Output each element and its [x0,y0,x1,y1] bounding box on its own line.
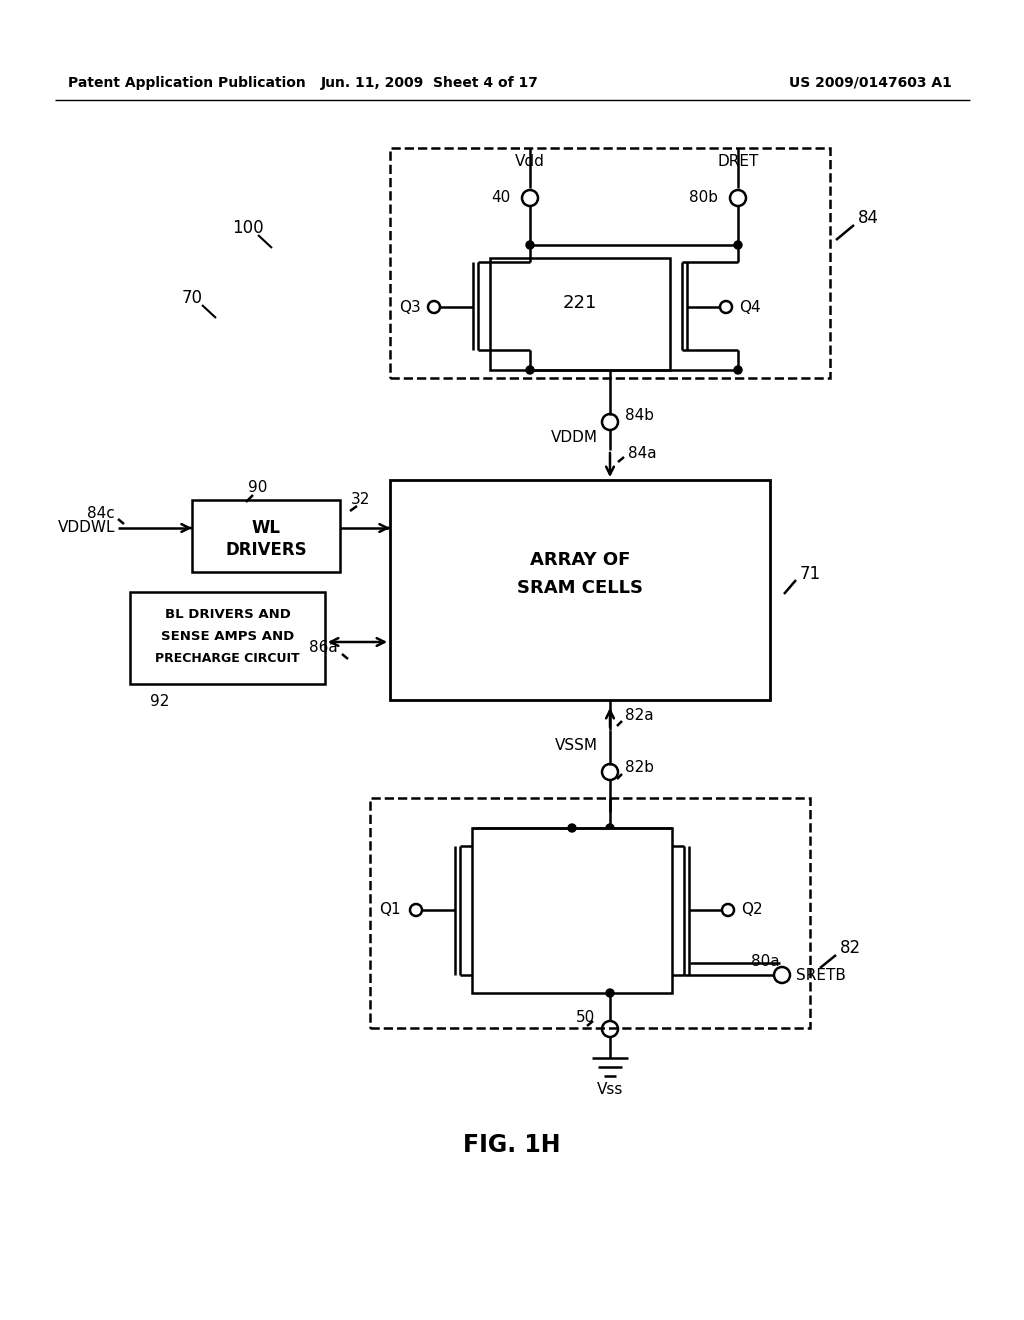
Text: 221: 221 [563,294,597,312]
Text: ARRAY OF: ARRAY OF [529,550,630,569]
Text: 82a: 82a [625,709,653,723]
Circle shape [526,242,534,249]
Bar [390,148,830,378]
Text: DRET: DRET [718,154,759,169]
Bar [193,500,340,572]
Bar [472,828,672,993]
Text: VDDWL: VDDWL [57,520,115,536]
Text: 86a: 86a [309,640,338,656]
Text: DRIVERS: DRIVERS [225,541,307,558]
Text: 82: 82 [840,939,861,957]
Text: Q1: Q1 [379,903,400,917]
Text: SRETB: SRETB [796,968,846,982]
Text: FIG. 1H: FIG. 1H [463,1133,561,1158]
Text: 84b: 84b [625,408,654,422]
Circle shape [526,366,534,374]
Text: BL DRIVERS AND: BL DRIVERS AND [165,607,291,620]
Text: VDDM: VDDM [551,430,598,446]
Text: US 2009/0147603 A1: US 2009/0147603 A1 [788,77,951,90]
Text: 82b: 82b [625,760,654,776]
Text: PRECHARGE CIRCUIT: PRECHARGE CIRCUIT [156,652,300,664]
Text: 84a: 84a [628,446,656,461]
Circle shape [734,366,742,374]
Text: 32: 32 [350,492,370,507]
Text: WL: WL [252,519,281,537]
Bar [130,591,325,684]
Text: 84: 84 [858,209,879,227]
Text: Vdd: Vdd [515,154,545,169]
Bar [370,799,810,1028]
Circle shape [606,824,614,832]
Circle shape [734,242,742,249]
Text: Vss: Vss [597,1082,624,1097]
Text: SENSE AMPS AND: SENSE AMPS AND [161,630,294,643]
Text: Jun. 11, 2009  Sheet 4 of 17: Jun. 11, 2009 Sheet 4 of 17 [322,77,539,90]
Text: Q4: Q4 [739,300,761,314]
Text: VSSM: VSSM [555,738,598,754]
Text: 80b: 80b [689,190,718,206]
Text: 92: 92 [151,694,170,710]
Bar [390,480,770,700]
Text: 40: 40 [490,190,510,206]
Text: Q2: Q2 [741,903,763,917]
Text: Patent Application Publication: Patent Application Publication [68,77,306,90]
Text: 71: 71 [800,565,821,583]
Text: 50: 50 [575,1010,595,1024]
Circle shape [568,824,575,832]
Text: 84c: 84c [87,507,115,521]
Bar [490,257,670,370]
Text: 70: 70 [181,289,203,308]
Text: 80a: 80a [752,953,780,969]
Text: Q3: Q3 [399,300,421,314]
Text: SRAM CELLS: SRAM CELLS [517,579,643,597]
Circle shape [606,989,614,997]
Text: 90: 90 [248,480,267,495]
Text: 100: 100 [232,219,264,238]
